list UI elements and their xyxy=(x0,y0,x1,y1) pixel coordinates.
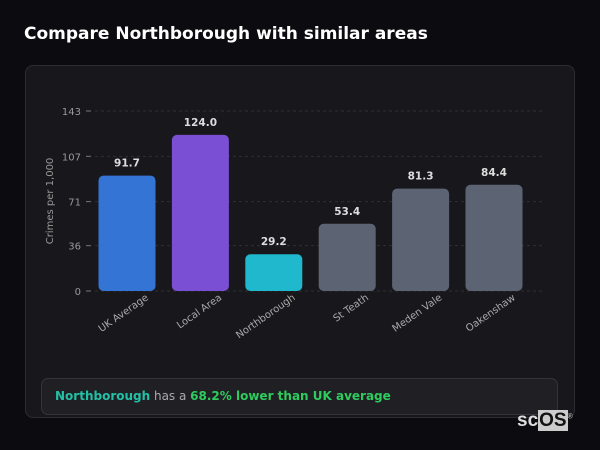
summary-box: Northborough has a 68.2% lower than UK a… xyxy=(41,378,558,415)
bar xyxy=(392,188,450,291)
x-tick-label: Meden Vale xyxy=(391,292,445,334)
data-label: 124.0 xyxy=(184,117,217,129)
bar xyxy=(98,175,156,291)
page-title: Compare Northborough with similar areas xyxy=(24,24,428,44)
data-label: 29.2 xyxy=(261,236,287,248)
y-tick-label: 71 xyxy=(68,198,81,209)
bar xyxy=(465,184,523,291)
bar xyxy=(245,254,303,291)
bar xyxy=(318,223,376,291)
summary-area: Northborough xyxy=(55,389,151,403)
data-label: 84.4 xyxy=(481,167,507,179)
data-label: 81.3 xyxy=(408,171,434,183)
x-tick-label: UK Average xyxy=(97,292,151,334)
bar xyxy=(171,134,229,291)
data-label: 91.7 xyxy=(114,158,140,170)
logo: scOS® xyxy=(517,410,573,431)
summary-comparison: 68.2% lower than UK average xyxy=(190,389,391,403)
x-tick-label: Oakenshaw xyxy=(464,292,518,334)
y-tick-label: 143 xyxy=(62,107,81,118)
x-tick-label: St Teath xyxy=(332,292,371,324)
x-tick-label: Local Area xyxy=(175,292,224,331)
y-tick-label: 0 xyxy=(75,287,81,298)
x-tick-label: Northborough xyxy=(234,292,297,341)
y-tick-label: 107 xyxy=(62,152,81,163)
y-tick-label: 36 xyxy=(68,242,81,253)
data-label: 53.4 xyxy=(334,206,360,218)
summary-text: has a xyxy=(150,389,191,403)
y-axis-label: Crimes per 1,000 xyxy=(45,158,56,245)
